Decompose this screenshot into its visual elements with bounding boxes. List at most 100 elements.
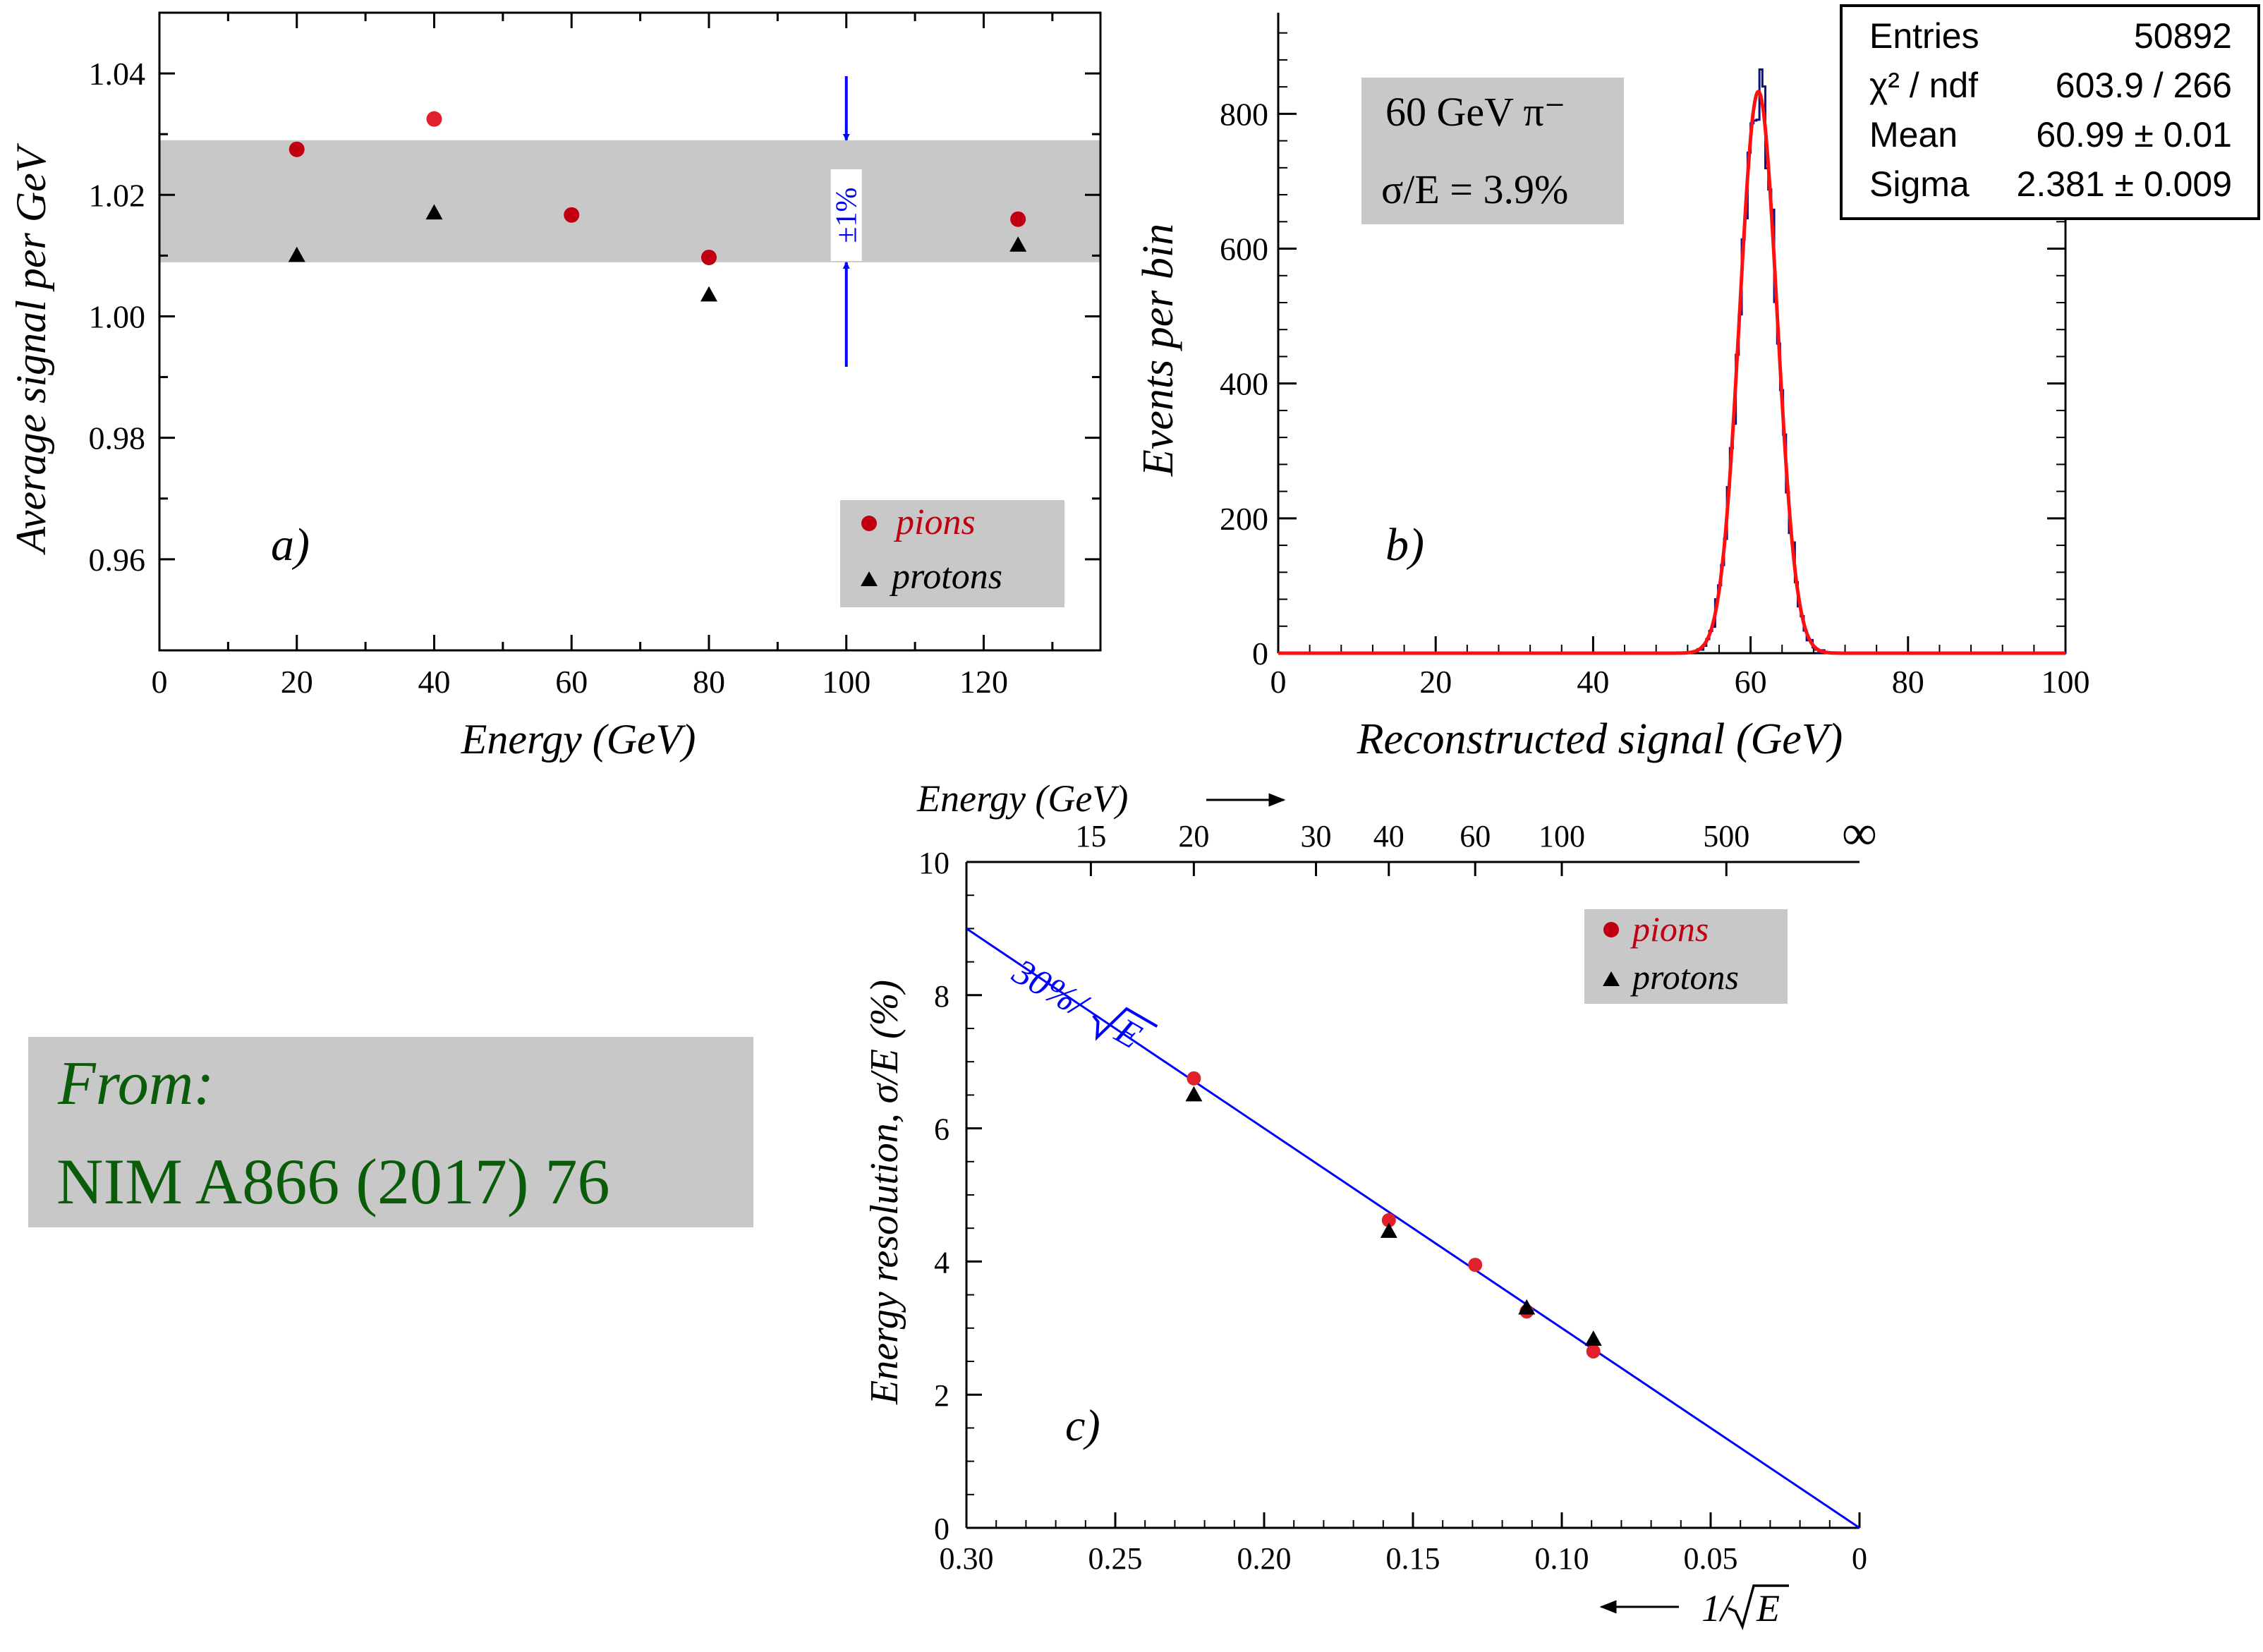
proton-point	[425, 204, 443, 220]
panel-a-uncertainty-band	[159, 140, 1100, 262]
x-tick-label: 120	[959, 664, 1008, 700]
x-tick-label: 100	[822, 664, 870, 700]
panel-c-fit-line	[966, 928, 1860, 1529]
pion-point	[1010, 211, 1026, 227]
legend-pion-marker	[861, 516, 877, 531]
legend-pions-label: pions	[1630, 909, 1709, 949]
y-tick-label: 0.98	[89, 420, 146, 456]
beam-label: 60 GeV π⁻	[1385, 89, 1565, 135]
y-tick-label: 6	[934, 1112, 950, 1147]
x-tick-label: 0	[1852, 1541, 1867, 1576]
citation-line-2: NIM A866 (2017) 76	[56, 1146, 610, 1217]
y-tick-label: 10	[918, 846, 950, 880]
proton-point	[1185, 1086, 1203, 1102]
fit-line-label-radical	[1092, 1007, 1158, 1041]
top-energy-label: 60	[1460, 819, 1491, 854]
panel-c-top-axis-title: Energy (GeV)	[916, 777, 1128, 820]
top-energy-label: 100	[1539, 819, 1585, 854]
stats-value: 2.381 ± 0.009	[2017, 164, 2232, 204]
legend-proton-marker	[861, 571, 878, 586]
x-tick-label: 20	[1419, 664, 1452, 700]
panel-c-fit-label: 30%/ E	[1005, 952, 1158, 1057]
pion-point	[1586, 1344, 1601, 1359]
y-tick-label: 8	[934, 979, 950, 1014]
panel-c-x-axis-title: 1/ E	[1701, 1584, 1789, 1631]
y-tick-label: 600	[1220, 231, 1268, 267]
panel-b-label: b)	[1385, 519, 1424, 571]
y-tick-label: 1.04	[89, 56, 146, 92]
beam-box-background	[1361, 78, 1624, 224]
pion-point	[426, 111, 442, 127]
top-energy-label: 30	[1301, 819, 1332, 854]
legend-protons-label: protons	[1630, 957, 1739, 997]
proton-point	[1380, 1222, 1397, 1238]
proton-point	[1584, 1330, 1602, 1346]
proton-point	[288, 246, 305, 262]
x-tick-label: 100	[2041, 664, 2090, 700]
fit-line-label-prefix: 30%/	[1005, 952, 1096, 1027]
top-energy-label: 20	[1178, 819, 1209, 854]
x-tick-label: 80	[1892, 664, 1924, 700]
y-tick-label: 400	[1220, 366, 1268, 402]
stats-box-frame	[1840, 4, 2260, 220]
proton-point	[700, 286, 717, 302]
x-tick-label: 20	[281, 664, 313, 700]
panel-b-beam-box: 60 GeV π⁻ σ/E = 3.9%	[1361, 78, 1624, 224]
x-tick-label: 0.25	[1088, 1541, 1143, 1576]
stats-value: 50892	[2134, 16, 2232, 56]
resolution-label: σ/E = 3.9%	[1381, 166, 1568, 212]
panel-b-y-axis-title: Events per bin	[1134, 224, 1182, 477]
panel-a-axes: 0 20 40 60 80 100 120 0.96 0.98 1.00 1.02 1.04	[89, 11, 1102, 700]
panel-c-axes: 0.30 0.25 0.20 0.15 0.10 0.05 0 0 2 4 6 8 10 15 20 30 40…	[918, 806, 1877, 1576]
x-tick-label: 0	[1270, 664, 1287, 700]
pion-point	[1187, 1071, 1201, 1086]
legend-pion-marker	[1603, 922, 1619, 937]
citation-box: From: NIM A866 (2017) 76	[28, 1037, 753, 1227]
panel-a-legend: pions protons	[840, 500, 1064, 607]
y-tick-label: 4	[934, 1245, 950, 1280]
panel-c: 0.30 0.25 0.20 0.15 0.10 0.05 0 0 2 4 6 8 10 15 20 30 40…	[863, 777, 1877, 1631]
stats-key: χ² / ndf	[1869, 66, 1978, 105]
x-tick-label: 0.30	[940, 1541, 994, 1576]
legend-background	[840, 500, 1064, 607]
legend-pions-label: pions	[893, 502, 976, 542]
stats-key: Mean	[1869, 115, 1958, 154]
y-tick-label: 0.96	[89, 542, 146, 578]
y-tick-label: 1.00	[89, 298, 146, 334]
legend-background	[1584, 909, 1788, 1004]
y-tick-label: 200	[1220, 501, 1268, 537]
x-tick-label: 40	[418, 664, 450, 700]
panel-c-y-axis-title: Energy resolution, σ/E (%)	[863, 980, 906, 1405]
x-tick-label: 0.10	[1535, 1541, 1589, 1576]
band-annotation-text: ±1%	[831, 187, 863, 243]
x-axis-title-radical	[1728, 1584, 1789, 1631]
x-tick-label: 0.20	[1237, 1541, 1292, 1576]
x-tick-label: 60	[1735, 664, 1767, 700]
pion-point	[289, 141, 305, 157]
panel-a-band-annotation: ±1%	[830, 76, 863, 367]
x-tick-label: 0	[152, 664, 168, 700]
stats-value: 60.99 ± 0.01	[2036, 115, 2232, 154]
panel-c-points	[1185, 1071, 1602, 1359]
x-tick-label: 60	[555, 664, 588, 700]
pion-point	[1381, 1213, 1396, 1227]
panel-c-label: c)	[1065, 1400, 1100, 1450]
x-tick-label: 40	[1577, 664, 1609, 700]
panel-a-label: a)	[271, 519, 310, 571]
x-tick-label: 0.15	[1386, 1541, 1440, 1576]
proton-point	[1518, 1299, 1536, 1315]
pion-point	[564, 207, 580, 223]
y-tick-label: 0	[1252, 636, 1268, 672]
panel-b-gauss-fit	[1278, 89, 2065, 655]
pion-point	[700, 249, 717, 265]
panel-a-y-axis-title: Average signal per GeV	[8, 142, 54, 555]
panel-b-x-axis-title: Reconstructed signal (GeV)	[1357, 715, 1843, 763]
proton-point	[1009, 236, 1027, 252]
panel-b-stats-box: Entries 50892 χ² / ndf 603.9 / 266 Mean 60.99…	[1840, 4, 2260, 220]
top-infinity-label: ∞	[1842, 806, 1877, 861]
stats-key: Sigma	[1869, 164, 1970, 204]
y-tick-label: 0	[934, 1512, 950, 1546]
